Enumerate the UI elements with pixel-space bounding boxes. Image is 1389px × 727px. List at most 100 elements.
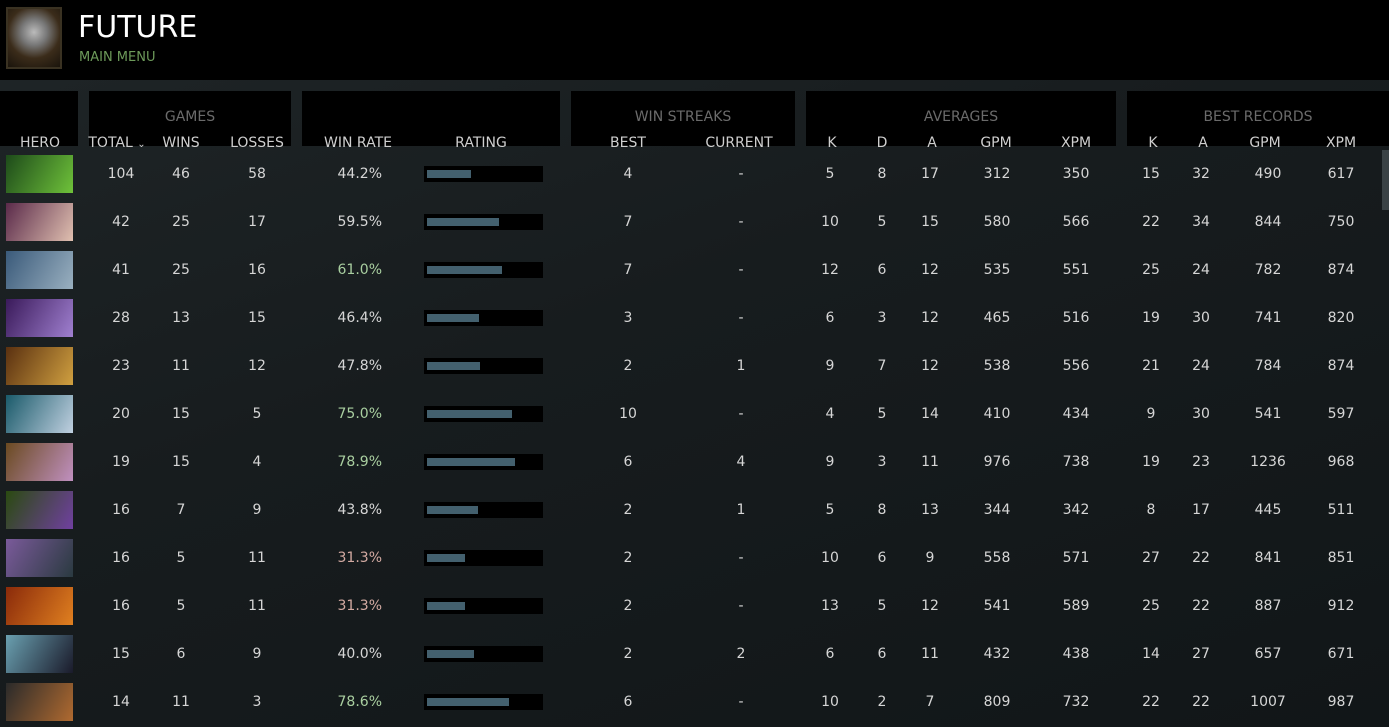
- cell-bxpm: 912: [1327, 598, 1355, 614]
- cell-a: 17: [921, 166, 939, 182]
- hero-portrait[interactable]: [6, 203, 73, 241]
- cell-best: 7: [623, 214, 633, 230]
- rating-bar: [424, 598, 543, 614]
- rating-bar-fill: [427, 362, 481, 370]
- cell-win-rate: 75.0%: [337, 406, 382, 422]
- rating-bar-fill: [427, 650, 475, 658]
- col-wins[interactable]: WINS: [162, 135, 200, 151]
- group-best-records: BEST RECORDS: [1203, 109, 1313, 125]
- cell-xpm: 438: [1062, 646, 1090, 662]
- cell-best: 6: [623, 454, 633, 470]
- col-best-k[interactable]: K: [1148, 135, 1158, 151]
- col-best-xpm[interactable]: XPM: [1325, 135, 1357, 151]
- cell-total: 19: [112, 454, 130, 470]
- col-best-a[interactable]: A: [1198, 135, 1208, 151]
- col-current-streak[interactable]: CURRENT: [705, 135, 773, 151]
- cell-a: 7: [925, 694, 935, 710]
- cell-bgpm: 844: [1254, 214, 1282, 230]
- hero-portrait[interactable]: [6, 299, 73, 337]
- rating-bar-fill: [427, 698, 510, 706]
- cell-xpm: 732: [1062, 694, 1090, 710]
- cell-current: -: [738, 694, 744, 710]
- hero-portrait[interactable]: [6, 443, 73, 481]
- top-bar: FUTURE MAIN MENU: [0, 0, 1389, 80]
- cell-bgpm: 887: [1254, 598, 1282, 614]
- cell-d: 5: [877, 214, 887, 230]
- cell-ba: 30: [1192, 406, 1210, 422]
- cell-bk: 22: [1142, 214, 1160, 230]
- header-winrate: WIN RATE RATING: [302, 91, 560, 151]
- cell-a: 9: [925, 550, 935, 566]
- hero-portrait[interactable]: [6, 539, 73, 577]
- hero-portrait[interactable]: [6, 635, 73, 673]
- rating-bar-fill: [427, 266, 502, 274]
- cell-k: 6: [825, 646, 835, 662]
- cell-gpm: 465: [983, 310, 1011, 326]
- cell-wins: 13: [172, 310, 190, 326]
- cell-bgpm: 1236: [1250, 454, 1286, 470]
- col-hero[interactable]: HERO: [19, 135, 61, 151]
- cell-best: 2: [623, 550, 633, 566]
- scrollbar[interactable]: [1382, 150, 1389, 210]
- main-menu-link[interactable]: MAIN MENU: [79, 50, 156, 65]
- hero-portrait[interactable]: [6, 251, 73, 289]
- hero-portrait[interactable]: [6, 155, 73, 193]
- cell-wins: 15: [172, 454, 190, 470]
- cell-a: 11: [921, 454, 939, 470]
- cell-wins: 5: [176, 550, 186, 566]
- cell-best: 2: [623, 598, 633, 614]
- cell-xpm: 556: [1062, 358, 1090, 374]
- cell-losses: 15: [248, 310, 266, 326]
- cell-k: 9: [825, 358, 835, 374]
- cell-win-rate: 78.6%: [337, 694, 382, 710]
- cell-bgpm: 490: [1254, 166, 1282, 182]
- rating-bar: [424, 406, 543, 422]
- col-avg-gpm[interactable]: GPM: [980, 135, 1012, 151]
- col-avg-a[interactable]: A: [927, 135, 937, 151]
- cell-best: 2: [623, 646, 633, 662]
- cell-ba: 27: [1192, 646, 1210, 662]
- col-best-gpm[interactable]: GPM: [1249, 135, 1281, 151]
- cell-d: 6: [877, 262, 887, 278]
- cell-xpm: 434: [1062, 406, 1090, 422]
- cell-wins: 11: [172, 358, 190, 374]
- cell-bgpm: 784: [1254, 358, 1282, 374]
- rating-bar-fill: [427, 218, 500, 226]
- hero-portrait[interactable]: [6, 395, 73, 433]
- col-avg-k[interactable]: K: [827, 135, 837, 151]
- col-rating[interactable]: RATING: [455, 135, 507, 151]
- cell-bxpm: 597: [1327, 406, 1355, 422]
- cell-a: 12: [921, 358, 939, 374]
- cell-total: 14: [112, 694, 130, 710]
- hero-portrait[interactable]: [6, 587, 73, 625]
- rating-bar: [424, 166, 543, 182]
- rating-bar-fill: [427, 554, 466, 562]
- profile-avatar[interactable]: [6, 7, 62, 69]
- hero-portrait[interactable]: [6, 683, 73, 721]
- header-games: GAMES TOTAL ⌄ WINS LOSSES: [88, 91, 291, 151]
- cell-bk: 19: [1142, 310, 1160, 326]
- rating-bar-fill: [427, 458, 516, 466]
- col-win-rate[interactable]: WIN RATE: [324, 135, 392, 151]
- hero-portrait[interactable]: [6, 491, 73, 529]
- cell-total: 104: [107, 166, 135, 182]
- col-best-streak[interactable]: BEST: [610, 135, 646, 151]
- cell-ba: 22: [1192, 598, 1210, 614]
- col-losses[interactable]: LOSSES: [230, 135, 284, 151]
- cell-bgpm: 445: [1254, 502, 1282, 518]
- cell-wins: 46: [172, 166, 190, 182]
- hero-portrait[interactable]: [6, 347, 73, 385]
- cell-gpm: 976: [983, 454, 1011, 470]
- cell-wins: 25: [172, 262, 190, 278]
- cell-k: 12: [821, 262, 839, 278]
- cell-xpm: 551: [1062, 262, 1090, 278]
- col-avg-d[interactable]: D: [876, 135, 888, 151]
- cell-gpm: 580: [983, 214, 1011, 230]
- cell-best: 7: [623, 262, 633, 278]
- col-total[interactable]: TOTAL ⌄: [88, 135, 145, 151]
- group-averages: AVERAGES: [923, 109, 999, 125]
- col-avg-xpm[interactable]: XPM: [1060, 135, 1092, 151]
- cell-total: 15: [112, 646, 130, 662]
- cell-gpm: 535: [983, 262, 1011, 278]
- cell-wins: 11: [172, 694, 190, 710]
